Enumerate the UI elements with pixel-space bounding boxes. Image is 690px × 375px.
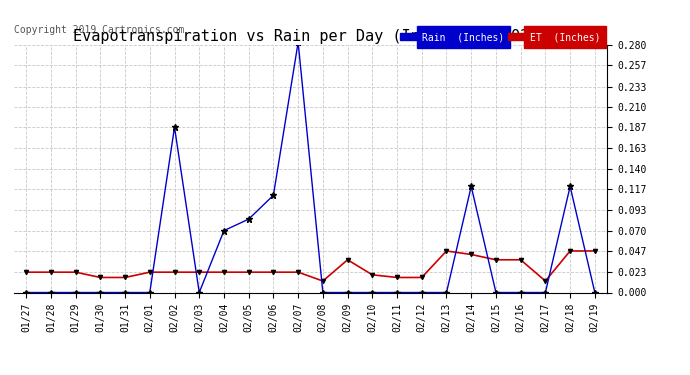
Text: Copyright 2019 Cartronics.com: Copyright 2019 Cartronics.com (14, 25, 184, 35)
Legend: Rain  (Inches), ET  (Inches): Rain (Inches), ET (Inches) (398, 30, 602, 44)
Title: Evapotranspiration vs Rain per Day (Inches) 20190220: Evapotranspiration vs Rain per Day (Inch… (73, 29, 548, 44)
